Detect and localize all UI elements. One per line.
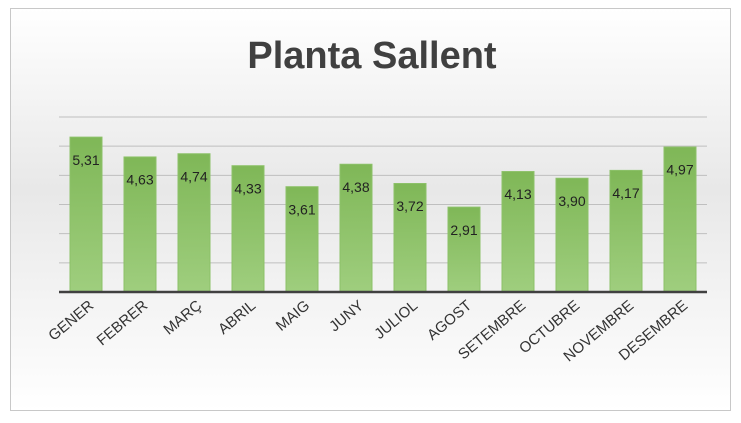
bar — [447, 206, 481, 293]
bar — [609, 169, 643, 293]
bar — [555, 177, 589, 293]
data-label: 4,38 — [342, 179, 369, 195]
data-label: 4,74 — [180, 168, 207, 184]
data-label: 4,33 — [234, 180, 261, 196]
data-label: 3,90 — [558, 193, 585, 209]
data-label: 3,61 — [288, 201, 315, 217]
bar — [231, 165, 265, 293]
chart-title: Planta Sallent — [247, 35, 497, 77]
data-label: 4,17 — [612, 185, 639, 201]
bar — [501, 171, 535, 293]
data-label: 2,91 — [450, 222, 477, 238]
bar — [69, 136, 103, 293]
data-label: 3,72 — [396, 198, 423, 214]
data-label: 4,13 — [504, 186, 531, 202]
data-label: 5,31 — [72, 152, 99, 168]
bar — [393, 183, 427, 293]
data-label: 4,63 — [126, 172, 153, 188]
data-label: 4,97 — [666, 162, 693, 178]
